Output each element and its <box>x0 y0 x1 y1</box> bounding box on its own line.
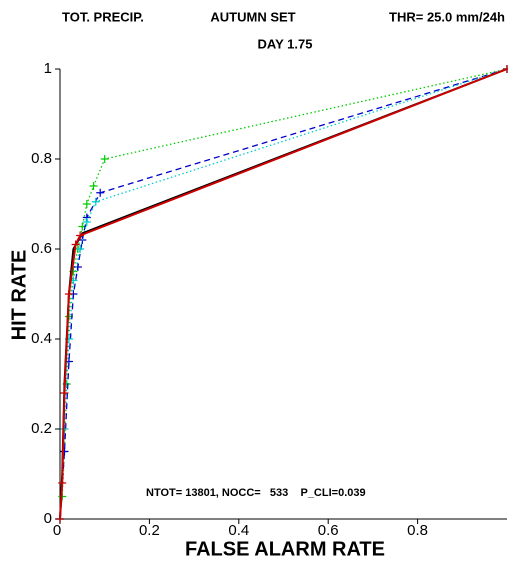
annotation: NTOT= 13801, NOCC= 533 P_CLI=0.039 <box>146 487 366 499</box>
chart-subtitle: AUTUMN SET <box>210 9 295 24</box>
marker <box>100 155 109 163</box>
marker <box>60 447 69 456</box>
x-tick-label: 0 <box>53 522 61 539</box>
y-tick-label: 0.6 <box>31 240 52 257</box>
day: DAY 1.75 <box>258 36 313 51</box>
y-tick-label: 0 <box>44 510 52 527</box>
roc-line <box>59 68 508 520</box>
x-tick-label: 0.8 <box>407 522 428 539</box>
x-tick-label: 0.6 <box>318 522 339 539</box>
marker <box>89 182 98 190</box>
marker <box>82 218 91 226</box>
y-tick-label: 0.8 <box>31 150 52 167</box>
y-tick-label: 0.4 <box>31 330 52 347</box>
x-tick-label: 0.2 <box>139 522 160 539</box>
marker <box>503 65 508 73</box>
y-tick-label: 0.2 <box>31 420 52 437</box>
marker <box>58 479 67 487</box>
marker <box>91 197 100 206</box>
marker <box>76 231 85 240</box>
x-tick-label: 0.4 <box>228 522 249 539</box>
marker <box>76 245 85 253</box>
y-axis-label: HIT RATE <box>8 250 30 341</box>
marker <box>56 515 64 523</box>
chart-title: TOT. PRECIP. <box>62 9 144 24</box>
threshold: THR= 25.0 mm/24h <box>389 9 505 24</box>
y-tick-label: 1 <box>44 60 52 77</box>
x-axis-label: FALSE ALARM RATE <box>185 538 385 560</box>
marker <box>64 290 73 298</box>
marker <box>96 188 105 197</box>
marker <box>71 240 80 249</box>
roc-line <box>59 68 508 520</box>
marker <box>82 200 91 208</box>
marker <box>60 389 69 397</box>
marker <box>73 263 82 271</box>
